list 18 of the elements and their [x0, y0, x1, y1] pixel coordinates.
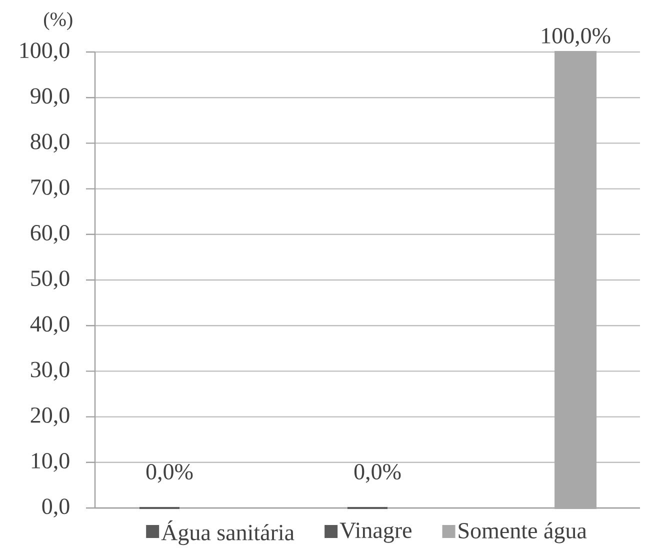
- y-tick-label: 40,0: [30, 316, 70, 336]
- legend-label: Vinagre: [340, 522, 412, 543]
- y-tick-label: 90,0: [30, 88, 70, 108]
- y-tick-label: 10,0: [32, 452, 70, 472]
- data-label: 100,0%: [542, 28, 610, 47]
- legend-label: Água sanitária: [161, 520, 294, 546]
- y-tick-label: 0,0: [42, 498, 70, 518]
- y-tick-label: 70,0: [31, 179, 70, 198]
- data-label: 0,0%: [146, 464, 193, 483]
- legend-label: Somente água: [458, 522, 587, 544]
- y-tick-label: 20,0: [30, 407, 70, 426]
- y-tick-label: 100,0: [20, 42, 70, 62]
- y-tick-label: 50,0: [31, 270, 70, 290]
- y-tick-label: 60,0: [30, 224, 70, 244]
- data-label: 0,0%: [354, 464, 401, 483]
- y-axis-title: (%): [44, 12, 72, 30]
- y-tick-label: 80,0: [30, 134, 70, 153]
- y-tick-label: 30,0: [30, 362, 70, 381]
